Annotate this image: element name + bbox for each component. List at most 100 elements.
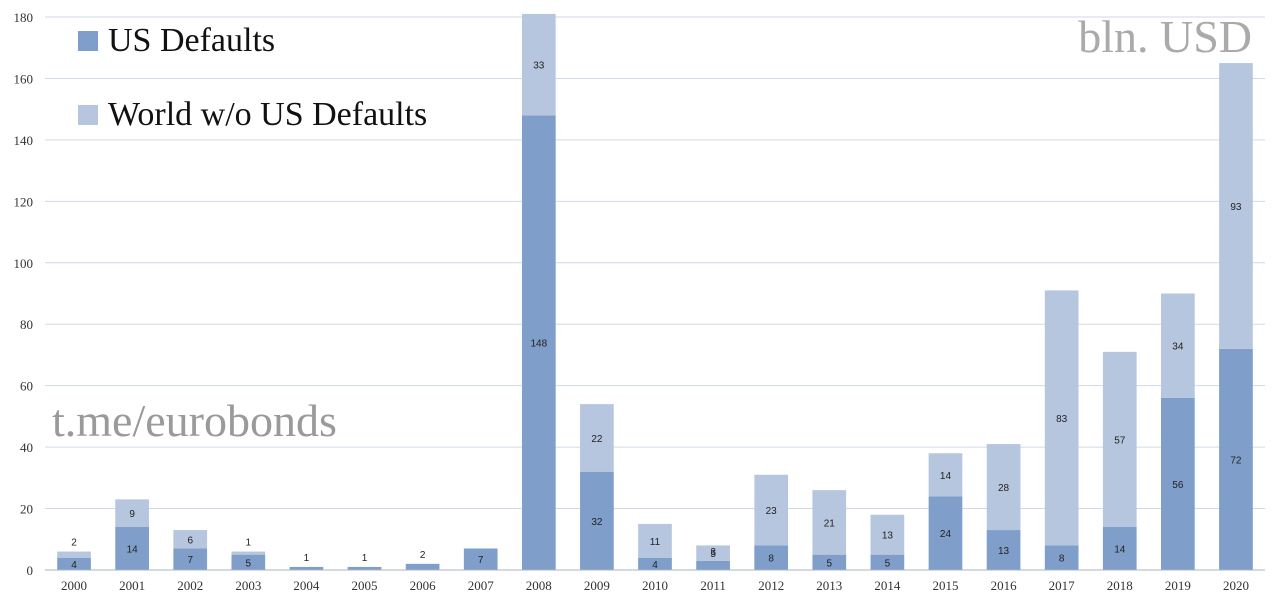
x-tick-label: 2013 bbox=[816, 578, 842, 593]
y-tick-label: 180 bbox=[14, 10, 34, 25]
bar-world-defaults bbox=[115, 499, 149, 527]
data-label-us-defaults: 1 bbox=[304, 553, 310, 564]
data-label-us-defaults: 24 bbox=[940, 529, 952, 540]
bar-us-defaults bbox=[173, 548, 208, 570]
data-label-world-defaults: 14 bbox=[940, 471, 952, 482]
y-tick-label: 40 bbox=[20, 440, 33, 455]
data-label-us-defaults: 8 bbox=[768, 554, 774, 565]
x-tick-label: 2015 bbox=[932, 578, 958, 593]
data-label-world-defaults: 13 bbox=[882, 531, 894, 542]
data-label-world-defaults: 2 bbox=[71, 538, 77, 549]
x-tick-label: 2018 bbox=[1107, 578, 1133, 593]
y-tick-label: 0 bbox=[27, 563, 34, 578]
x-tick-label: 2019 bbox=[1165, 578, 1191, 593]
bar-us-defaults bbox=[1219, 348, 1253, 570]
bar-us-defaults bbox=[870, 554, 905, 570]
data-label-us-defaults: 32 bbox=[591, 517, 603, 528]
data-label-world-defaults: 5 bbox=[710, 549, 716, 560]
x-tick-label: 2020 bbox=[1223, 578, 1249, 593]
bar-world-defaults bbox=[696, 545, 730, 561]
bar-world-defaults bbox=[870, 514, 905, 555]
y-tick-label: 160 bbox=[14, 71, 34, 86]
data-label-us-defaults: 8 bbox=[1059, 554, 1065, 565]
data-label-world-defaults: 9 bbox=[129, 509, 135, 520]
data-label-us-defaults: 5 bbox=[246, 558, 252, 569]
data-label-world-defaults: 93 bbox=[1230, 202, 1242, 213]
x-tick-label: 2003 bbox=[235, 578, 261, 593]
bar-world-defaults bbox=[173, 530, 208, 549]
data-label-us-defaults: 7 bbox=[187, 555, 193, 566]
y-tick-label: 140 bbox=[14, 133, 34, 148]
x-tick-label: 2008 bbox=[526, 578, 552, 593]
x-tick-label: 2009 bbox=[584, 578, 610, 593]
data-label-world-defaults: 22 bbox=[591, 434, 603, 445]
data-label-world-defaults: 6 bbox=[187, 535, 193, 546]
bar-world-defaults bbox=[1219, 63, 1253, 349]
legend: US Defaults World w/o US Defaults bbox=[78, 22, 427, 134]
legend-item-world-defaults: World w/o US Defaults bbox=[78, 96, 427, 134]
data-label-us-defaults: 72 bbox=[1230, 455, 1242, 466]
data-label-world-defaults: 83 bbox=[1056, 414, 1068, 425]
bar-us-defaults bbox=[812, 554, 847, 570]
bar-us-defaults bbox=[1102, 526, 1137, 570]
bar-world-defaults bbox=[986, 444, 1021, 531]
bar-world-defaults bbox=[231, 551, 266, 555]
bar-us-defaults bbox=[405, 563, 440, 570]
data-label-world-defaults: 11 bbox=[650, 537, 661, 548]
y-tick-label: 100 bbox=[14, 256, 34, 271]
data-label-world-defaults: 21 bbox=[824, 518, 836, 529]
bar-world-defaults bbox=[638, 523, 672, 558]
bars bbox=[57, 13, 1253, 571]
x-tick-label: 2012 bbox=[758, 578, 784, 593]
bar-world-defaults bbox=[1044, 290, 1079, 546]
x-tick-label: 2001 bbox=[119, 578, 145, 593]
data-label-us-defaults: 5 bbox=[885, 558, 891, 569]
bar-us-defaults bbox=[696, 560, 730, 570]
bar-us-defaults bbox=[289, 566, 324, 570]
bar-world-defaults bbox=[812, 490, 847, 555]
x-tick-label: 2011 bbox=[700, 578, 726, 593]
unit-label: bln. USD bbox=[1078, 11, 1252, 62]
legend-label-world-defaults: World w/o US Defaults bbox=[108, 96, 428, 133]
bar-us-defaults bbox=[521, 115, 556, 571]
data-label-us-defaults: 4 bbox=[652, 560, 658, 571]
bar-us-defaults bbox=[638, 557, 672, 570]
data-label-world-defaults: 33 bbox=[533, 61, 545, 72]
data-label-us-defaults: 148 bbox=[530, 339, 547, 350]
data-label-us-defaults: 5 bbox=[827, 558, 833, 569]
x-tick-label: 2014 bbox=[874, 578, 901, 593]
bar-us-defaults bbox=[986, 530, 1021, 570]
bar-us-defaults bbox=[231, 554, 266, 570]
bar-world-defaults bbox=[57, 551, 91, 558]
data-label-us-defaults: 7 bbox=[478, 555, 484, 566]
x-tick-label: 2002 bbox=[177, 578, 203, 593]
data-label-us-defaults: 56 bbox=[1172, 480, 1184, 491]
legend-swatch-world-defaults bbox=[78, 105, 98, 125]
data-label-us-defaults: 14 bbox=[127, 544, 139, 555]
data-label-us-defaults: 1 bbox=[362, 553, 368, 564]
gridlines bbox=[45, 16, 1265, 510]
data-label-us-defaults: 3 bbox=[710, 547, 716, 558]
data-label-us-defaults: 13 bbox=[998, 546, 1010, 557]
bar-world-defaults bbox=[754, 474, 789, 546]
x-tick-label: 2010 bbox=[642, 578, 668, 593]
bar-us-defaults bbox=[1161, 397, 1195, 570]
legend-item-us-defaults: US Defaults bbox=[78, 22, 427, 60]
data-label-world-defaults: 23 bbox=[766, 506, 778, 517]
bar-us-defaults bbox=[580, 471, 614, 570]
bar-world-defaults bbox=[580, 404, 614, 472]
x-tick-label: 2007 bbox=[468, 578, 495, 593]
x-axis: 2000 2001 2002 2003 2004 2005 2006 2007 2008 2009… bbox=[45, 569, 1265, 593]
y-tick-label: 80 bbox=[20, 317, 33, 332]
y-axis: 0 20 40 60 80 100 120 140 160 180 bbox=[14, 10, 34, 578]
watermark-text: t.me/eurobonds bbox=[52, 395, 337, 446]
x-tick-label: 2017 bbox=[1049, 578, 1076, 593]
bar-us-defaults bbox=[115, 526, 149, 570]
bar-us-defaults bbox=[347, 566, 382, 570]
bar-world-defaults bbox=[1102, 351, 1137, 527]
data-label-world-defaults: 57 bbox=[1114, 435, 1126, 446]
bar-us-defaults bbox=[463, 548, 498, 570]
bar-world-defaults bbox=[928, 453, 963, 497]
